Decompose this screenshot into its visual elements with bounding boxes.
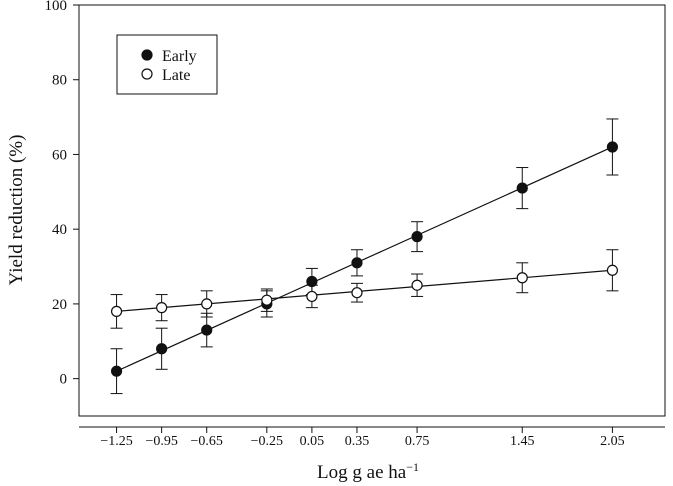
data-point-early [351,257,363,269]
data-point-early [156,343,168,355]
data-point-early [201,324,213,336]
x-tick-label: 0.75 [405,434,430,449]
x-axis-label-main: Log g ae ha [317,462,407,483]
data-point-late [110,305,123,317]
data-point-late [606,264,619,276]
legend-label-late: Late [162,67,190,84]
y-axis: 0 20 40 60 80 100 [45,0,79,388]
x-tick-label: −1.25 [100,434,132,449]
legend: Early Late [116,34,218,95]
data-point-early [411,231,423,243]
x-axis: −1.25 −0.95 −0.65 −0.25 0.05 0.35 0.75 1.45 2.05 [79,426,665,449]
fit-line-early [116,146,613,372]
data-point-late [261,294,273,306]
plot-frame [78,4,666,417]
legend-marker-late [141,68,153,80]
x-axis-label-superscript: −1 [406,460,419,474]
series-early [110,118,619,395]
data-point-early [516,182,528,194]
y-axis-label: Yield reduction (%) [6,135,27,286]
data-point-early [606,141,619,153]
x-tick-label: −0.25 [251,434,283,449]
data-point-early [110,365,123,377]
series-late [110,249,619,329]
x-tick-label: 2.05 [600,434,625,449]
y-tick-label: 20 [52,297,67,313]
legend-box [116,34,218,95]
legend-marker-early [141,49,153,61]
data-point-late [351,287,363,299]
data-point-late [411,279,423,291]
fit-line-late [116,269,613,312]
data-point-late [306,290,318,303]
series-layer [110,118,619,395]
y-tick-label: 40 [52,222,67,238]
y-tick-label: 60 [52,147,67,163]
legend-label-early: Early [162,48,197,65]
y-tick-label: 100 [45,0,68,14]
x-tick-label: 1.45 [510,434,535,449]
x-axis-label: Log g ae ha−1 [317,460,419,483]
data-point-late [201,298,213,310]
data-point-late [516,272,528,284]
y-tick-label: 0 [60,372,68,388]
x-tick-label: 0.05 [300,434,325,449]
x-tick-label: −0.65 [191,434,223,449]
y-tick-label: 80 [52,73,67,89]
data-point-late [156,302,168,314]
x-tick-label: −0.95 [145,434,177,449]
x-tick-label: 0.35 [345,434,370,449]
